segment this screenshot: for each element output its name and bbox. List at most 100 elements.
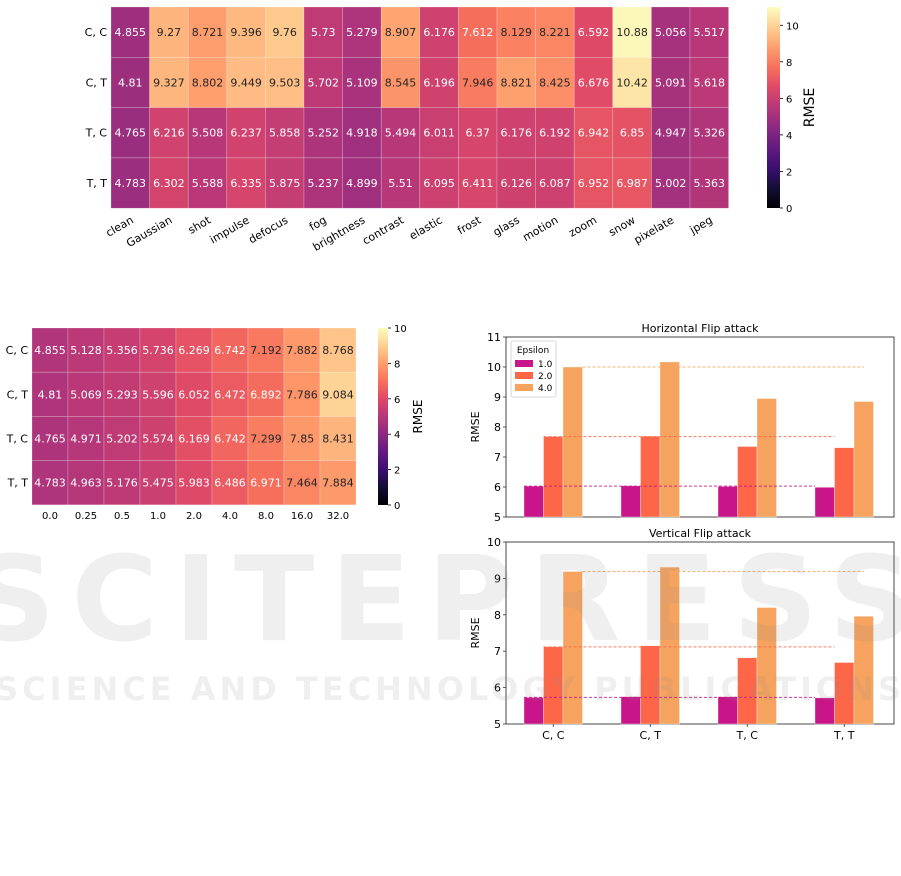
cell-value-label: 9.327 bbox=[153, 76, 185, 89]
heatmap-cell bbox=[651, 56, 691, 108]
watermark-line2: SCIENCE AND TECHNOLOGY PUBLICATIONS bbox=[0, 670, 901, 708]
heatmap-cell bbox=[689, 6, 729, 58]
heatmap-cell bbox=[319, 327, 357, 373]
heatmap-cell bbox=[226, 56, 266, 108]
cell-value-label: 9.76 bbox=[272, 26, 297, 39]
heatmap-cell bbox=[175, 416, 213, 461]
row-tick-label: T, C bbox=[6, 432, 29, 445]
y-tick-label: 7 bbox=[494, 645, 501, 658]
column-tick-label: 1.0 bbox=[150, 511, 166, 522]
heatmap-cell bbox=[103, 416, 141, 461]
column-tick-label: jpeg bbox=[687, 214, 715, 238]
bar-eps-4.0 bbox=[562, 366, 583, 518]
heatmap-cell bbox=[689, 107, 729, 159]
y-tick-label: 8 bbox=[494, 609, 501, 622]
cell-value-label: 4.963 bbox=[70, 477, 102, 490]
colorbar-label: RMSE bbox=[411, 400, 425, 434]
y-tick-label: 5 bbox=[494, 511, 501, 524]
x-tick-label: C, C bbox=[542, 729, 565, 742]
heatmap-cell bbox=[535, 56, 575, 108]
row-tick-label: C, C bbox=[6, 344, 29, 357]
heatmap-cell bbox=[303, 157, 343, 209]
cell-value-label: 5.618 bbox=[694, 76, 726, 89]
cell-value-label: 9.396 bbox=[230, 26, 262, 39]
cell-value-label: 8.821 bbox=[501, 76, 533, 89]
column-tick-label: elastic bbox=[407, 214, 444, 243]
heatmap-cell bbox=[175, 327, 213, 373]
heatmap-cell bbox=[458, 107, 498, 159]
heatmap-cell bbox=[380, 157, 421, 209]
cell-value-label: 6.37 bbox=[465, 127, 490, 140]
cell-value-label: 7.946 bbox=[462, 76, 494, 89]
cell-value-label: 4.783 bbox=[115, 177, 147, 190]
bar-eps-4.0 bbox=[756, 607, 777, 725]
x-tick-label: T, C bbox=[736, 729, 759, 742]
cell-value-label: 10.42 bbox=[616, 76, 648, 89]
heatmap-cell bbox=[303, 107, 343, 159]
heatmap-cell bbox=[187, 6, 228, 58]
cell-value-label: 9.27 bbox=[157, 26, 182, 39]
bar-eps-1.0 bbox=[717, 486, 738, 518]
cell-value-label: 8.907 bbox=[385, 26, 417, 39]
cell-value-label: 6.592 bbox=[578, 26, 610, 39]
y-tick-label: 10 bbox=[487, 361, 501, 374]
cell-value-label: 5.875 bbox=[269, 177, 301, 190]
row-tick-label: T, T bbox=[86, 177, 108, 190]
cell-value-label: 5.596 bbox=[142, 388, 174, 401]
heatmap-cell bbox=[303, 6, 343, 58]
cell-value-label: 6.095 bbox=[423, 177, 455, 190]
cell-value-label: 6.486 bbox=[214, 477, 246, 490]
cell-value-label: 6.302 bbox=[153, 177, 185, 190]
heatmap-cell bbox=[612, 107, 652, 159]
heatmap-cell bbox=[573, 56, 614, 108]
heatmap-cell bbox=[419, 157, 459, 209]
y-axis-label: RMSE bbox=[469, 617, 482, 648]
cell-value-label: 6.472 bbox=[214, 388, 246, 401]
cell-value-label: 8.425 bbox=[539, 76, 571, 89]
cell-value-label: 6.742 bbox=[214, 432, 246, 445]
heatmap-cell bbox=[226, 6, 266, 58]
cell-value-label: 5.293 bbox=[106, 388, 138, 401]
vertical-flip-chart: Vertical Flip attack 5 6 7 8 9 10 RMSE C, C C, T T… bbox=[469, 527, 895, 742]
colorbar-tick-label: 6 bbox=[786, 94, 792, 105]
cell-value-label: 4.971 bbox=[70, 432, 102, 445]
heatmap-cell bbox=[612, 6, 652, 58]
heatmap-cell bbox=[458, 6, 498, 58]
heatmap-cell bbox=[149, 6, 189, 58]
heatmap-cell bbox=[103, 371, 141, 417]
cell-value-label: 4.947 bbox=[655, 127, 687, 140]
cell-value-label: 6.742 bbox=[214, 344, 246, 357]
cell-value-label: 6.126 bbox=[501, 177, 533, 190]
bar-eps-1.0 bbox=[814, 486, 835, 518]
heatmap-cell bbox=[342, 56, 382, 108]
bar-eps-2.0 bbox=[543, 436, 564, 518]
cell-value-label: 4.855 bbox=[34, 344, 66, 357]
bar-eps-4.0 bbox=[756, 398, 777, 518]
column-tick-label: 2.0 bbox=[186, 511, 202, 522]
column-tick-label: zoom bbox=[567, 214, 599, 240]
cell-value-label: 7.299 bbox=[250, 432, 282, 445]
heatmap-cell bbox=[110, 56, 150, 108]
column-tick-label: frost bbox=[455, 213, 484, 237]
heatmap-cell bbox=[139, 416, 177, 461]
colorbar-tick-label: 6 bbox=[394, 395, 400, 406]
cell-value-label: 8.221 bbox=[539, 26, 571, 39]
colorbar-label: RMSE bbox=[802, 88, 818, 128]
column-tick-label: 0.5 bbox=[114, 511, 130, 522]
cell-value-label: 9.084 bbox=[322, 388, 354, 401]
colorbar-tick-label: 2 bbox=[394, 466, 400, 477]
cell-value-label: 5.326 bbox=[694, 127, 726, 140]
heatmap-cell bbox=[573, 107, 614, 159]
heatmap-cell bbox=[458, 157, 498, 209]
heatmap-cell bbox=[283, 460, 321, 506]
heatmap-cell bbox=[380, 6, 421, 58]
column-tick-label: defocus bbox=[246, 213, 290, 246]
cell-value-label: 6.196 bbox=[423, 76, 455, 89]
cell-value-label: 8.768 bbox=[322, 344, 354, 357]
cell-value-label: 4.765 bbox=[34, 432, 66, 445]
cell-value-label: 5.51 bbox=[388, 177, 413, 190]
cell-value-label: 6.942 bbox=[578, 127, 610, 140]
cell-value-label: 8.802 bbox=[192, 76, 224, 89]
heatmap-cell bbox=[31, 371, 69, 417]
